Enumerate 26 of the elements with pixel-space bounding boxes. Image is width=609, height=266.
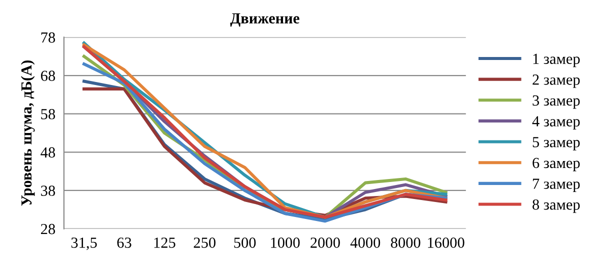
legend-label: 4 замер [532,116,580,130]
legend-label: 1 замер [533,54,580,68]
legend-label: 8 замер [532,199,580,213]
y-tick-label: 38 [41,186,56,196]
legend-label: 3 замер [532,95,580,109]
y-tick-label: 78 [41,32,56,43]
legend-label: 7 замер [532,178,580,192]
y-tick-label: 68 [40,70,56,81]
legend-label: 5 замер [532,137,580,150]
y-tick-label: 48 [40,147,56,158]
chart-title: Движение [230,13,300,27]
y-axis-title: Уровень шума, дБ(А) [20,60,35,206]
x-tick-label: 16000 [428,238,464,248]
x-tick-label: 31,5 [71,238,97,250]
x-tick-label: 63 [117,238,132,248]
x-tick-label: 1000 [271,238,300,248]
x-tick-label: 4000 [350,238,380,248]
x-tick-label: 250 [194,238,216,248]
legend-label: 6 замер [532,158,580,172]
legend-label: 2 замер [532,74,580,88]
x-tick-label: 500 [234,238,256,248]
x-tick-label: 125 [154,238,176,248]
x-tick-label: 8000 [390,238,420,248]
x-tick-label: 2000 [310,238,340,248]
y-tick-label: 58 [41,108,56,120]
y-tick-label: 28 [41,224,56,234]
